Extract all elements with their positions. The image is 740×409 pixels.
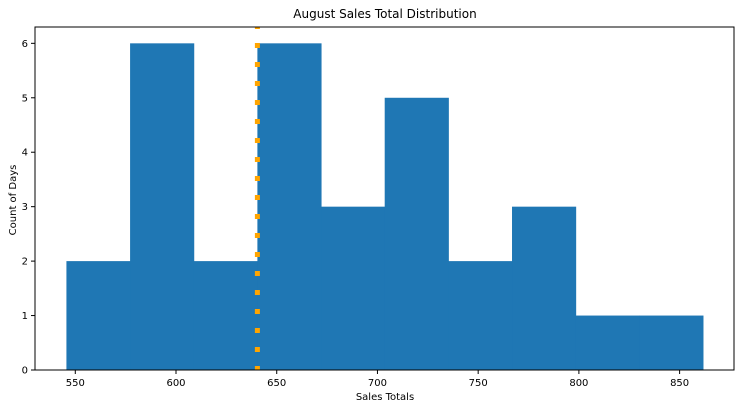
- x-tick-label: 650: [267, 378, 286, 389]
- histogram-bar: [639, 315, 704, 370]
- x-tick-label: 850: [670, 378, 689, 389]
- histogram-bar: [130, 43, 195, 370]
- y-tick-label: 1: [22, 311, 28, 322]
- x-tick-label: 700: [368, 378, 387, 389]
- bars-layer: [66, 43, 704, 371]
- y-tick-label: 5: [22, 93, 28, 104]
- histogram-bar: [257, 43, 322, 370]
- histogram-bar: [512, 206, 577, 370]
- x-axis-title: Sales Totals: [356, 392, 414, 403]
- y-tick-label: 3: [22, 202, 28, 213]
- x-tick-label: 800: [569, 378, 588, 389]
- y-tick-label: 6: [22, 39, 28, 50]
- y-tick-label: 2: [22, 257, 28, 268]
- histogram-bar: [384, 97, 449, 371]
- x-tick-label: 600: [166, 378, 185, 389]
- y-tick-label: 4: [22, 148, 28, 159]
- histogram-bar: [448, 261, 513, 370]
- histogram-bar: [575, 315, 640, 370]
- ticks-layer: 550 600 650 700 750 800 850 0 1 2 3 4 5 6: [22, 39, 690, 389]
- y-tick-label: 0: [22, 366, 28, 377]
- histogram-bar: [66, 261, 131, 370]
- chart-title: August Sales Total Distribution: [293, 7, 476, 21]
- axes-layer: [34, 26, 735, 371]
- plot-frame: [34, 26, 735, 371]
- histogram-bar: [193, 261, 258, 370]
- y-axis-title: Count of Days: [8, 165, 19, 236]
- x-tick-label: 750: [469, 378, 488, 389]
- histogram-bar: [321, 206, 386, 370]
- x-tick-label: 550: [66, 378, 85, 389]
